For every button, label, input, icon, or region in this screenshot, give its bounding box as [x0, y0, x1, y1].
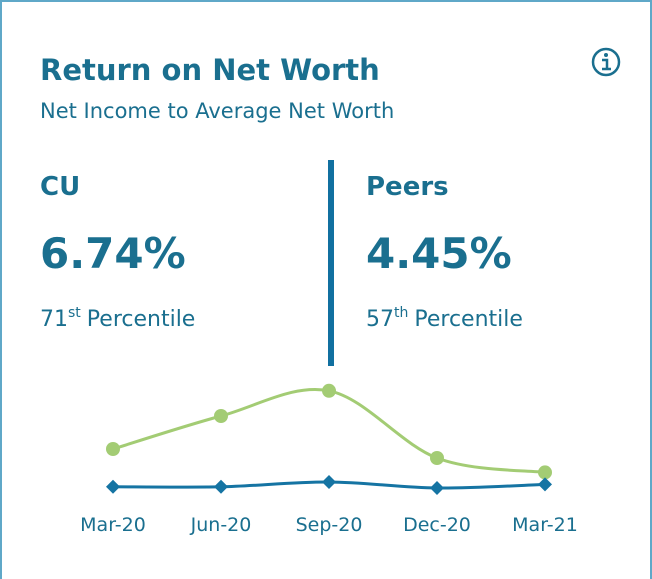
divider — [328, 160, 334, 366]
marker — [538, 465, 552, 480]
marker — [430, 451, 444, 465]
x-tick-label: Jun-20 — [190, 514, 252, 536]
cu-label: CU — [40, 172, 80, 202]
marker — [106, 442, 120, 456]
info-circle[interactable] — [591, 47, 621, 77]
cu-percentile-word: Percentile — [87, 307, 196, 332]
peers-rank: 57 — [366, 307, 394, 332]
info-dot[interactable] — [604, 53, 608, 57]
marker — [430, 481, 444, 495]
cu-rank: 71 — [40, 307, 68, 332]
marker — [106, 479, 120, 494]
peers-value: 4.45% — [366, 229, 512, 278]
x-tick-label: Mar-20 — [80, 514, 146, 536]
x-tick-label: Mar-21 — [512, 514, 578, 536]
marker — [214, 409, 228, 423]
peers-suffix: th — [394, 305, 408, 321]
peers-label: Peers — [366, 172, 449, 202]
series-line — [112, 388, 546, 474]
card-subtitle: Net Income to Average Net Worth — [40, 99, 394, 123]
cu-suffix: st — [68, 305, 81, 321]
info-stem[interactable] — [602, 58, 611, 71]
card-title: Return on Net Worth — [40, 53, 380, 87]
marker — [322, 383, 336, 398]
info-icon[interactable] — [591, 47, 621, 77]
x-tick-label: Sep-20 — [296, 514, 363, 536]
peers-percentile: 57th Percentile — [366, 305, 523, 332]
cu-percentile: 71st Percentile — [40, 305, 195, 332]
marker — [538, 477, 552, 492]
marker — [214, 479, 228, 494]
cu-value: 6.74% — [40, 229, 186, 278]
peers-percentile-word: Percentile — [414, 307, 523, 332]
marker — [322, 475, 336, 489]
x-tick-label: Dec-20 — [403, 514, 471, 536]
